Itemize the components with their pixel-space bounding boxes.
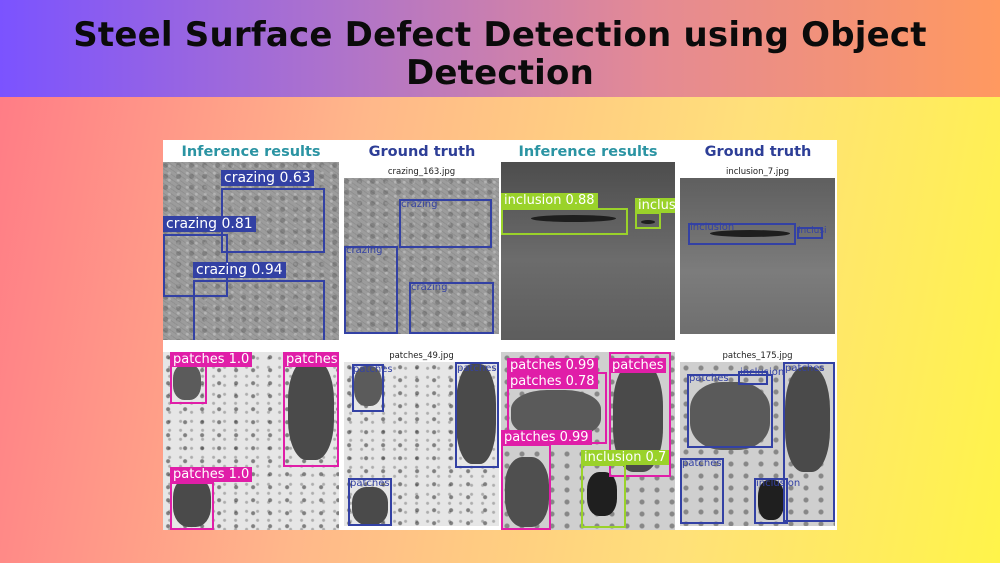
crazing-truth-label: crazing [401, 199, 438, 210]
inclusion-detection-box [581, 464, 626, 528]
header-inference-results-1: Inference results [181, 144, 321, 160]
crazing-inference-image: crazing 0.63 crazing 0.81 crazing 0.94 [163, 162, 339, 340]
page-title: Steel Surface Defect Detection using Obj… [73, 15, 927, 93]
inclusion-truth-box [797, 227, 823, 239]
crazing-truth-box [409, 282, 494, 334]
inclusion-defect [531, 215, 616, 222]
patches-truth-label: patches [682, 458, 722, 469]
patch-defect [354, 366, 382, 406]
patches-truth-box [352, 364, 384, 412]
patches-truth-box [687, 374, 773, 448]
inclusion-truth-box [688, 223, 796, 245]
inclusion-truth-label: inclusion [690, 222, 735, 233]
patches-inference-image-1: patches 1.0 patches patches 1.0 [163, 352, 339, 530]
patch-defect [785, 367, 830, 472]
patches-inference-image-2: patches 0.99 patches 0.78 patches patche… [501, 352, 675, 530]
header-ground-truth-2: Ground truth [704, 144, 812, 160]
patches-ground-truth-image-2: patches inclusion patches patches inclus… [680, 362, 835, 526]
filename-crazing: crazing_163.jpg [387, 167, 456, 177]
inclusion-detection-box [635, 212, 661, 229]
inclusion-detection-label: inclusion 0.88 [501, 193, 598, 208]
patches-truth-label: patches [350, 478, 390, 489]
header-ground-truth-1: Ground truth [368, 144, 476, 160]
patches-detection-label: patches 0.78 [507, 374, 598, 389]
patches-truth-label: patches [785, 363, 825, 374]
patch-defect [690, 382, 770, 450]
patches-detection-box [170, 364, 207, 404]
inclusion-ground-truth-image: inclusion inclusi [680, 178, 835, 334]
patches-detection-box [609, 352, 671, 477]
inclusion-detection-box [501, 208, 628, 235]
inclusion-truth-box [754, 478, 788, 524]
patch-defect [456, 364, 496, 464]
patch-defect [352, 487, 388, 525]
crazing-ground-truth-image: crazing crazing crazing [344, 178, 499, 334]
crazing-truth-label: crazing [346, 245, 383, 256]
patches-detection-label: patches 1.0 [170, 467, 253, 482]
patches-detection-label: patches [283, 352, 339, 367]
patches-truth-label: patches [689, 373, 729, 384]
crazing-truth-box [399, 199, 492, 248]
patch-defect [288, 360, 334, 460]
patches-truth-box [783, 362, 835, 522]
patches-truth-label: patches [457, 363, 497, 374]
crazing-detection-box [193, 280, 325, 340]
patches-ground-truth-image-1: patches patches patches [344, 362, 499, 526]
patch-defect [173, 364, 201, 400]
inclusion-defect [710, 230, 790, 237]
inclusion-defect [587, 472, 617, 516]
patches-detection-box [501, 444, 551, 530]
crazing-detection-label: crazing 0.81 [163, 216, 256, 232]
title-banner: Steel Surface Defect Detection using Obj… [0, 0, 1000, 97]
crazing-detection-label: crazing 0.63 [221, 170, 314, 186]
patches-truth-box [348, 478, 392, 526]
inclusion-defect [758, 480, 784, 520]
crazing-truth-label: crazing [411, 282, 448, 293]
inclusion-detection-label: inclus [635, 198, 675, 213]
inclusion-truth-box [738, 371, 768, 385]
inclusion-truth-label: inclusi [798, 226, 827, 236]
patches-truth-label: patches [353, 364, 393, 375]
patches-detection-box [283, 352, 339, 467]
inclusion-defect [641, 220, 655, 224]
patches-detection-label: patches [609, 358, 667, 373]
filename-inclusion: inclusion_7.jpg [725, 167, 790, 177]
filename-patches-49: patches_49.jpg [389, 351, 454, 361]
patches-detection-label: patches 1.0 [170, 352, 253, 367]
detection-results-figure: Inference results Ground truth Inference… [163, 140, 837, 530]
inclusion-inference-image: inclusion 0.88 inclus [501, 162, 675, 340]
patches-truth-box [680, 458, 724, 524]
patches-detection-box [170, 482, 214, 530]
patches-detection-label: patches 0.99 [507, 358, 598, 373]
inclusion-truth-label: inclusion [740, 367, 785, 378]
crazing-truth-box [344, 246, 398, 334]
crazing-detection-label: crazing 0.94 [193, 262, 286, 278]
patches-detection-label: patches 0.99 [501, 430, 592, 445]
inclusion-detection-label: inclusion 0.7 [581, 450, 670, 465]
patch-defect [173, 477, 211, 527]
patches-truth-box [455, 362, 499, 468]
patch-defect [505, 457, 549, 527]
header-inference-results-2: Inference results [518, 144, 658, 160]
inclusion-truth-label: inclusion [756, 478, 801, 489]
filename-patches-175: patches_175.jpg [722, 351, 793, 361]
